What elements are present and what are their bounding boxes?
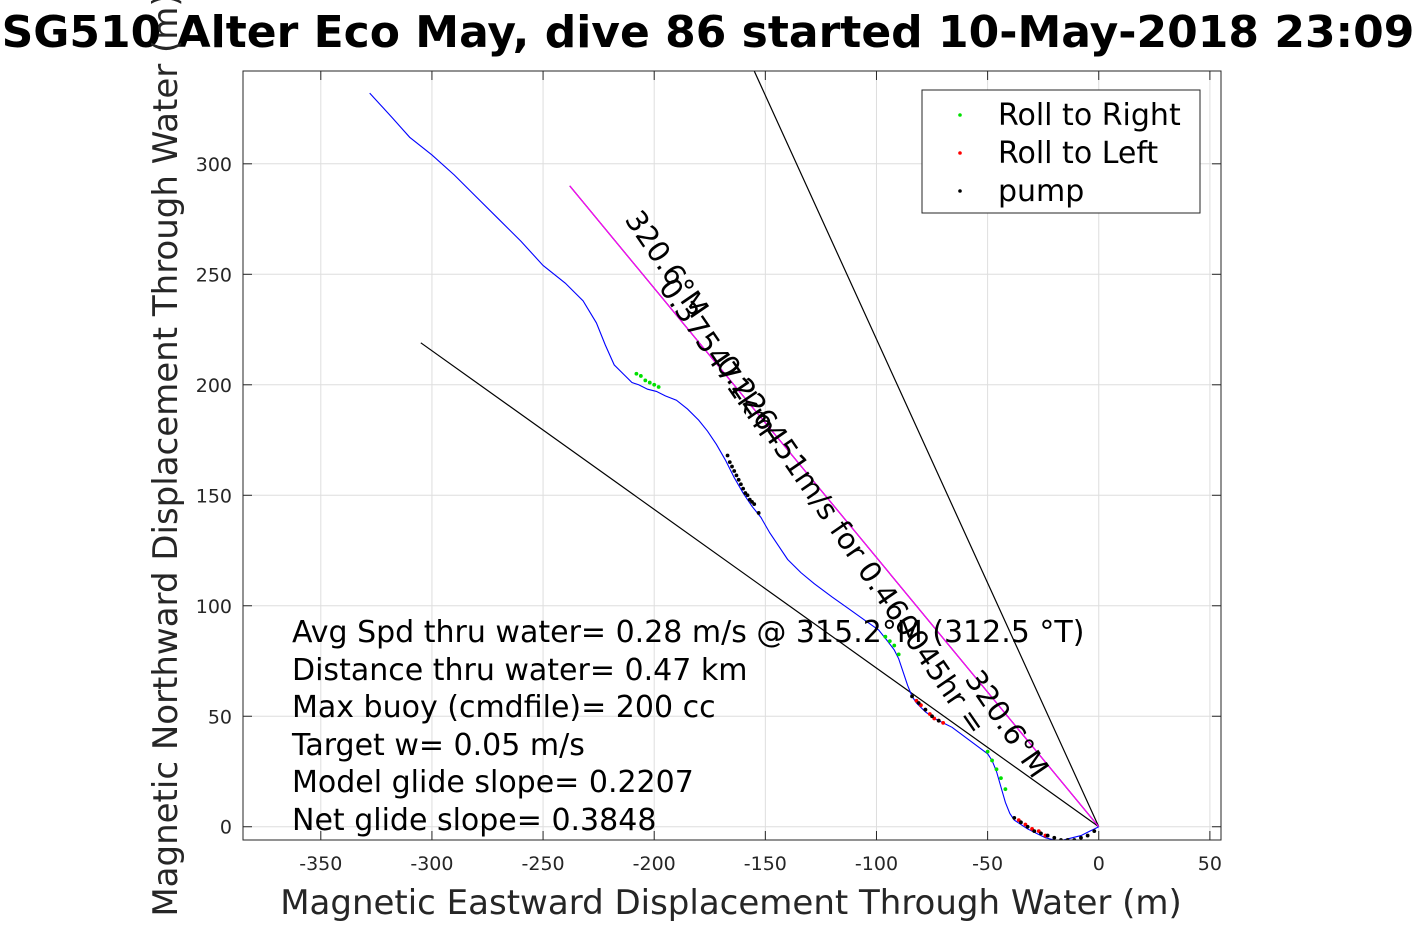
stats-line-net-glide: Net glide slope= 0.3848	[292, 803, 656, 838]
x-tick-label: -200	[633, 853, 676, 875]
x-tick-label: 0	[1093, 853, 1105, 875]
x-tick-label: 50	[1198, 853, 1222, 875]
roll-right-point	[887, 639, 892, 644]
y-tick-label: 100	[196, 596, 232, 618]
stats-line-max-buoy: Max buoy (cmdfile)= 200 cc	[292, 690, 716, 725]
y-tick-label: 200	[196, 375, 232, 397]
stats-text-block: Avg Spd thru water= 0.28 m/s @ 315.2°M (…	[291, 615, 1084, 838]
x-tick-label: -350	[299, 853, 342, 875]
roll-right-point	[994, 767, 999, 772]
legend-label-roll-right: Roll to Right	[998, 98, 1181, 133]
pump-point	[736, 477, 741, 482]
pump-point	[923, 707, 928, 712]
x-tick-label: -50	[972, 853, 1003, 875]
roll-right-point	[990, 758, 994, 763]
y-axis-label: Magnetic Northward Displacement Through …	[146, 0, 186, 917]
y-tick-label: 250	[196, 264, 232, 286]
roll-right-point	[647, 380, 652, 385]
pump-point	[1032, 829, 1037, 834]
pump-point	[1012, 816, 1017, 820]
legend-label-roll-left: Roll to Left	[998, 136, 1158, 171]
roll-right-point	[883, 634, 888, 639]
axes-box	[242, 70, 1222, 841]
stats-line-target-w: Target w= 0.05 m/s	[291, 728, 585, 763]
pump-point	[727, 460, 732, 465]
pump-point	[1085, 833, 1090, 838]
axis-ticks: -350 -300 -250 -200 -150 -100 -50 0 50 0 50 100 150 2…	[196, 71, 1222, 875]
heading-line-0	[420, 342, 1100, 828]
pump-point	[1019, 820, 1023, 825]
pump-point	[741, 486, 746, 491]
legend-marker-roll-left	[958, 151, 962, 155]
y-tick-label: 0	[220, 817, 232, 839]
roll-right-point	[652, 382, 657, 387]
legend: Roll to Right Roll to Left pump	[921, 89, 1201, 214]
pump-point	[1025, 824, 1030, 829]
pump-point	[936, 718, 941, 723]
stats-line-model-glide: Model glide slope= 0.2207	[292, 765, 694, 800]
roll-right-point	[1003, 787, 1008, 792]
plot-markers	[634, 371, 1097, 840]
heading-line-3	[569, 185, 1100, 828]
x-tick-label: -150	[744, 853, 787, 875]
y-tick-label: 300	[196, 154, 232, 176]
pump-point	[1045, 833, 1050, 838]
pump-point	[732, 469, 737, 473]
pump-point	[756, 511, 761, 515]
roll-left-point	[941, 720, 946, 725]
pump-point	[930, 714, 934, 719]
roll-right-point	[656, 385, 661, 389]
stats-line-distance: Distance thru water= 0.47 km	[292, 653, 747, 688]
legend-marker-roll-right	[958, 113, 962, 117]
stats-line-avg-speed: Avg Spd thru water= 0.28 m/s @ 315.2°M (…	[292, 615, 1084, 650]
legend-label-pump: pump	[998, 174, 1084, 209]
x-tick-label: -300	[410, 853, 453, 875]
pump-point	[1079, 835, 1083, 840]
plot-lines	[369, 71, 1100, 840]
pump-point	[916, 701, 921, 705]
heading-line-1	[753, 71, 1100, 827]
pump-point	[730, 464, 734, 469]
pump-point	[1052, 835, 1057, 840]
y-tick-label: 150	[196, 485, 232, 507]
pump-point	[910, 694, 914, 699]
roll-right-point	[643, 378, 648, 383]
roll-right-point	[896, 652, 901, 657]
pump-point	[725, 453, 730, 458]
pump-point	[745, 493, 750, 498]
roll-right-point	[999, 776, 1003, 781]
x-axis-label: Magnetic Eastward Displacement Through W…	[280, 883, 1182, 923]
pump-point	[734, 473, 739, 478]
pump-point	[1092, 829, 1097, 834]
pump-point	[752, 502, 757, 507]
roll-right-point	[638, 374, 643, 378]
pump-point	[738, 482, 743, 487]
legend-marker-pump	[958, 189, 962, 193]
pump-point	[1039, 831, 1043, 836]
y-tick-label: 50	[208, 706, 232, 728]
legend-box	[921, 89, 1201, 214]
roll-right-point	[985, 749, 990, 754]
chart-title: SG510 Alter Eco May, dive 86 started 10-…	[2, 7, 1415, 58]
x-tick-label: -100	[855, 853, 898, 875]
x-tick-label: -250	[522, 853, 565, 875]
roll-right-point	[892, 643, 897, 648]
glider-track-line	[369, 92, 1099, 840]
roll-right-point	[634, 371, 639, 376]
